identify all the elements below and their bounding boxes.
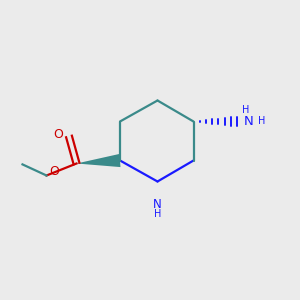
Text: H: H	[242, 105, 249, 115]
Polygon shape	[76, 154, 121, 167]
Text: H: H	[154, 209, 161, 219]
Text: H: H	[258, 116, 265, 127]
Text: N: N	[153, 198, 162, 211]
Text: O: O	[49, 165, 59, 178]
Text: O: O	[54, 128, 63, 141]
Text: N: N	[244, 115, 253, 128]
